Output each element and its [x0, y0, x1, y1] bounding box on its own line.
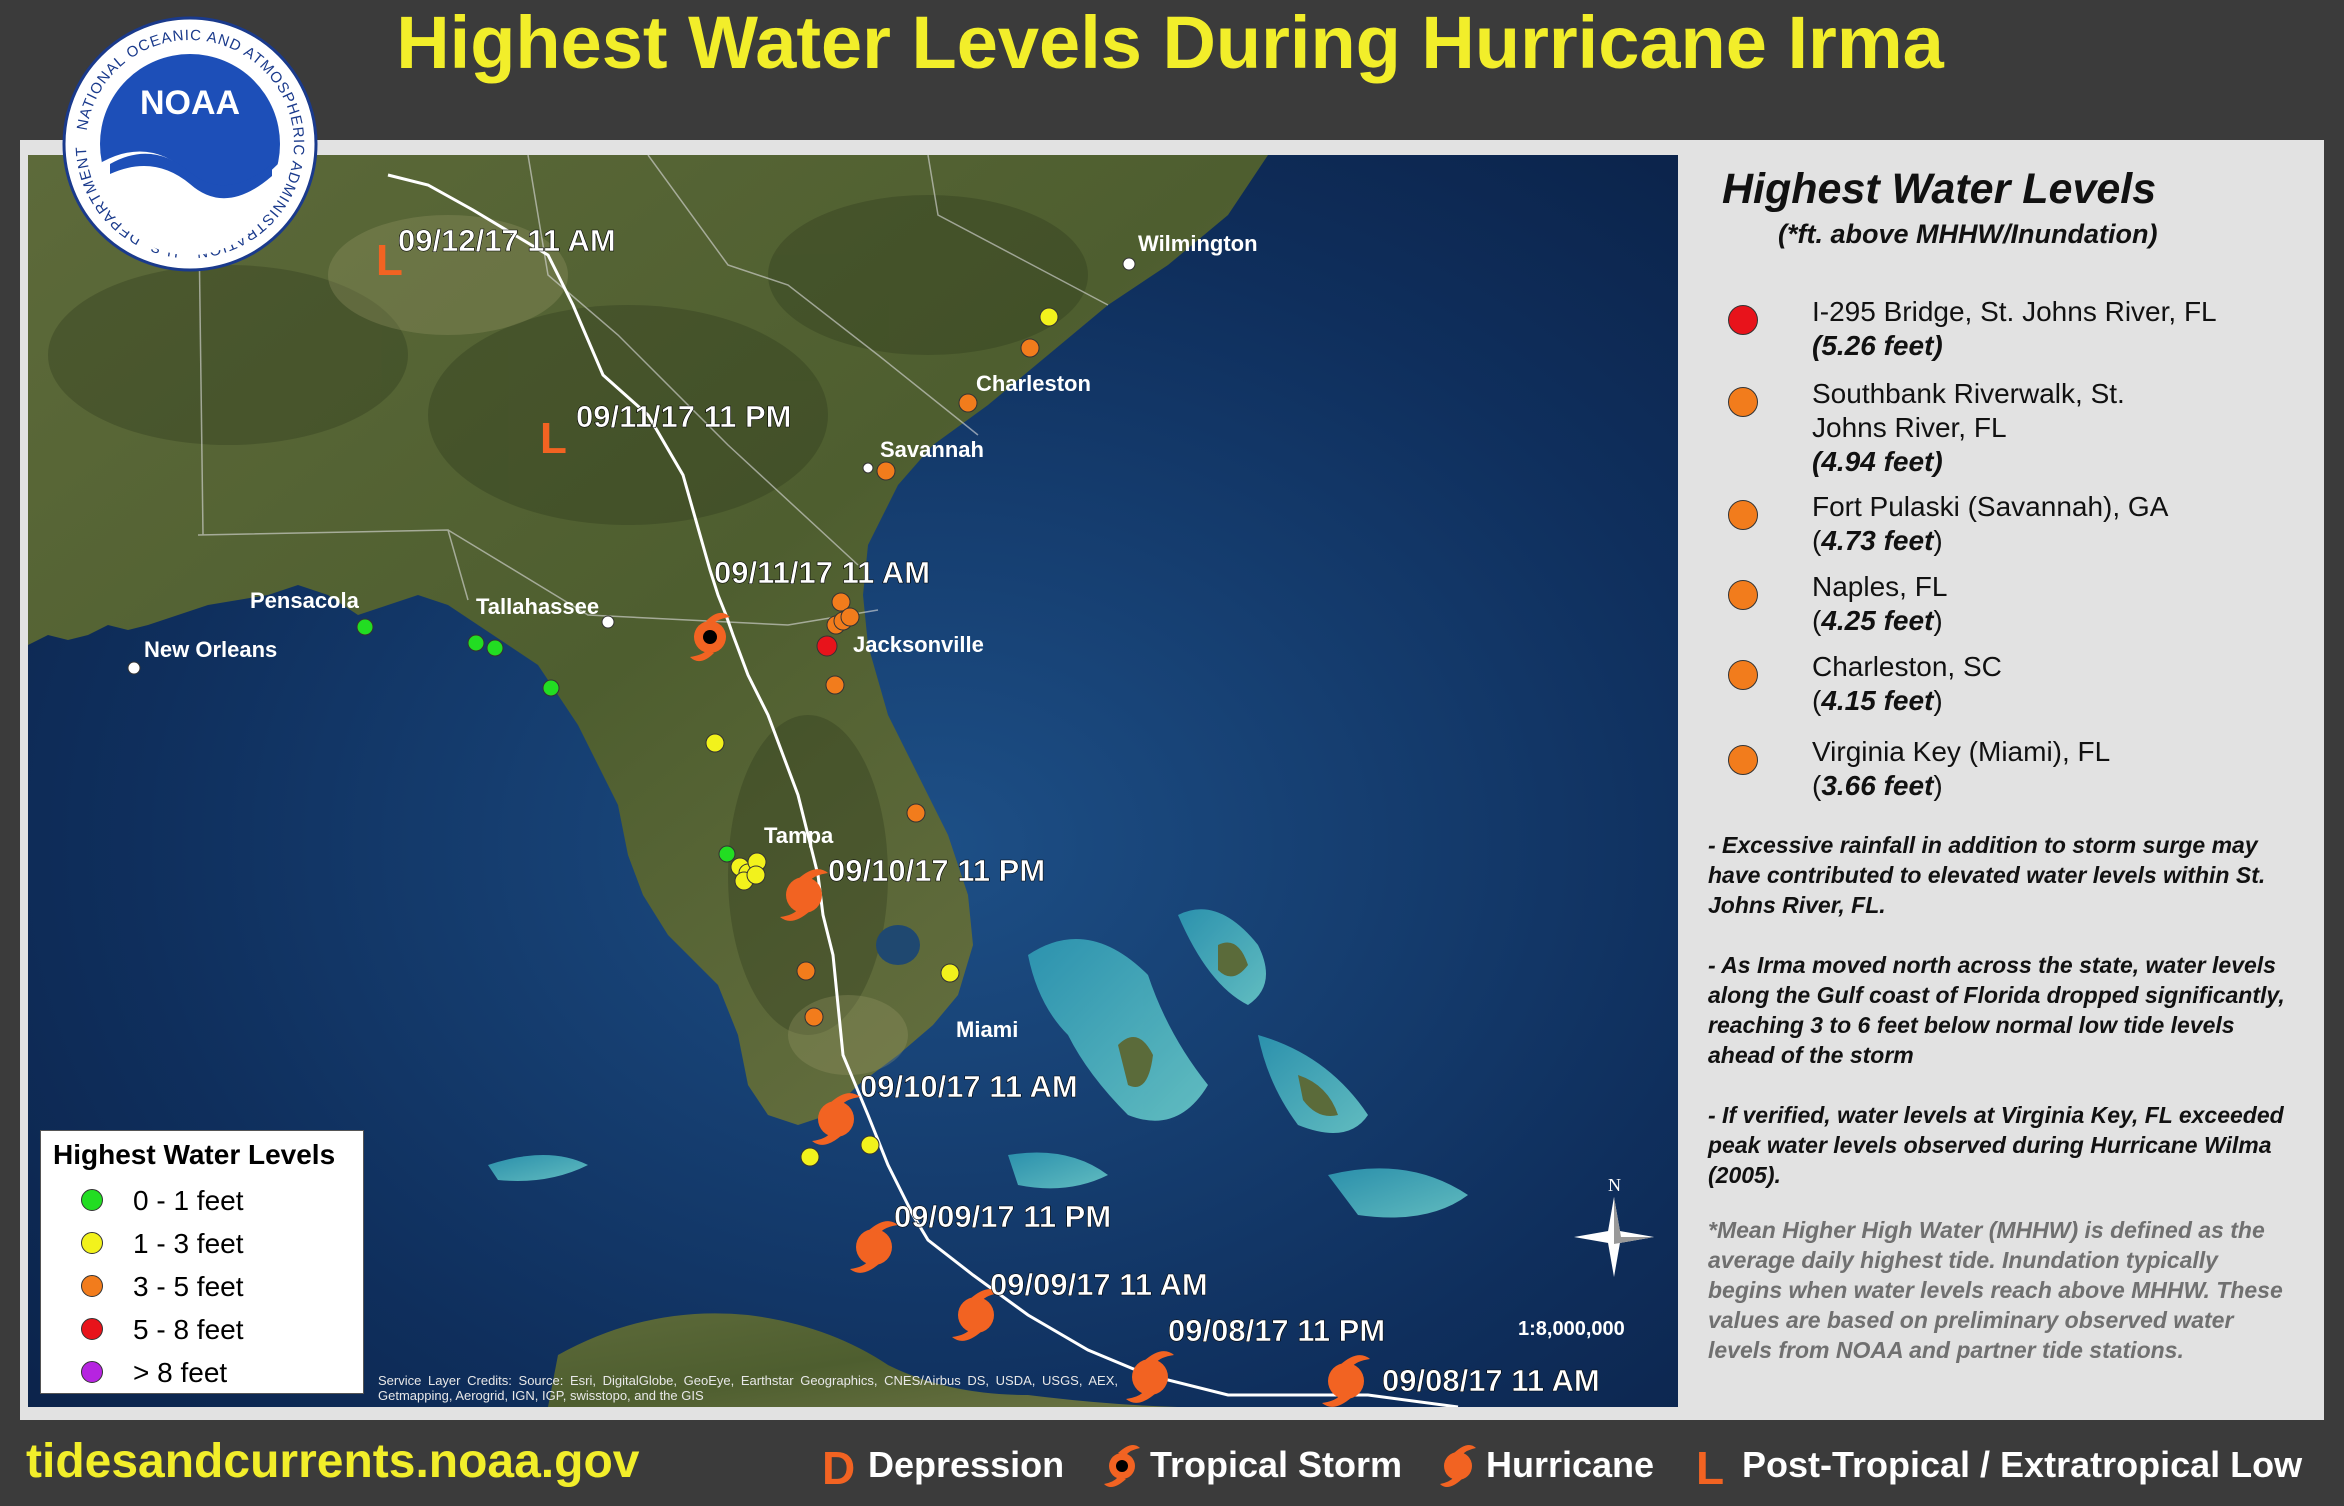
track-label: 09/09/17 11 PM [894, 1199, 1111, 1234]
station-dot [542, 679, 560, 697]
noaa-logo: NATIONAL OCEANIC AND ATMOSPHERIC ADMINIS… [60, 14, 318, 272]
storm-track [387, 173, 1459, 1407]
sidebar-subtitle: (*ft. above MHHW/Inundation) [1778, 219, 2158, 249]
city-label-charleston: Charleston [976, 371, 1091, 396]
sidebar-panel: Highest Water Levels (*ft. above MHHW/In… [1698, 155, 2314, 1407]
footer-url-link[interactable]: tidesandcurrents.noaa.gov [26, 1435, 640, 1488]
station-dot [958, 393, 978, 413]
station-dots [356, 307, 1059, 1167]
legend-swatch [81, 1189, 103, 1211]
city-label-tampa: Tampa [764, 823, 834, 848]
station-dot [906, 803, 926, 823]
legend-title: Highest Water Levels [53, 1139, 336, 1170]
station-dot [705, 733, 725, 753]
hurricane-markers [780, 869, 1370, 1407]
station-dot [804, 1007, 824, 1027]
station-dot [831, 592, 851, 612]
svg-text:D: D [822, 1442, 855, 1494]
depression-icon: D [822, 1442, 855, 1494]
hurricane-icon [812, 1093, 860, 1145]
station-dot [486, 639, 504, 657]
post-tropical-low-icon: L [540, 414, 567, 463]
note-virginia-key: - If verified, water levels at Virginia … [1708, 1102, 2284, 1188]
track-label: 09/12/17 11 AM [398, 223, 616, 258]
station-dot [800, 1147, 820, 1167]
map-legend: Highest Water Levels 0 - 1 feet 1 - 3 fe… [40, 1130, 364, 1394]
noaa-wordmark: NOAA [140, 84, 240, 122]
hurricane-icon [952, 1289, 1000, 1341]
svg-text:N: N [1608, 1175, 1621, 1195]
station-dot [860, 1135, 880, 1155]
lake-okeechobee [876, 925, 920, 965]
track-label: 09/10/17 11 PM [828, 853, 1045, 888]
map-credits: Service Layer Credits: Source: Esri, Dig… [378, 1373, 1118, 1403]
tropical-storm-marker [690, 612, 730, 662]
legend-swatch [81, 1275, 103, 1297]
city-label-tallahassee: Tallahassee [476, 594, 599, 619]
cuba-land [548, 1313, 1178, 1407]
station-dot [796, 961, 816, 981]
station-dot [940, 963, 960, 983]
post-tropical-low-icon: L [376, 236, 403, 285]
track-label: 09/11/17 11 AM [714, 555, 930, 590]
city-label-new-orleans: New Orleans [144, 637, 277, 662]
station-dot [825, 675, 845, 695]
southeast-us-land [28, 155, 1268, 1125]
city-label-miami: Miami [956, 1017, 1018, 1042]
track-label: 09/09/17 11 AM [990, 1267, 1208, 1302]
station-dot [356, 618, 374, 636]
station-dot [816, 635, 838, 657]
legend-swatch [81, 1361, 103, 1383]
track-label: 09/10/17 11 AM [860, 1069, 1078, 1104]
legend-swatch [81, 1318, 103, 1340]
note-gulf-coast: - As Irma moved north across the state, … [1708, 952, 2285, 1068]
hurricane-icon [1322, 1355, 1370, 1407]
station-dot [840, 607, 860, 627]
svg-text:L: L [1696, 1442, 1724, 1494]
bahamas-islands [1118, 942, 1338, 1116]
map-scale: 1:8,000,000 [1518, 1318, 1625, 1340]
hurricane-icon [780, 869, 828, 921]
station-level-dot [1728, 500, 1758, 530]
track-label: 09/08/17 11 AM [1382, 1363, 1600, 1398]
city-markers [127, 257, 1136, 675]
hurricane-icon [1126, 1351, 1174, 1403]
track-label: 09/08/17 11 PM [1168, 1313, 1385, 1348]
station-level-dot [1728, 387, 1758, 417]
note-rainfall: - Excessive rainfall in addition to stor… [1708, 832, 2266, 918]
city-label-pensacola: Pensacola [250, 588, 360, 613]
station-dot [718, 845, 736, 863]
track-labels: 09/12/17 11 AM 09/11/17 11 PM 09/11/17 1… [398, 223, 1600, 1399]
station-level-dot [1728, 745, 1758, 775]
track-label: 09/11/17 11 PM [576, 399, 791, 434]
hurricane-icon [850, 1221, 898, 1273]
tropical-storm-icon [1104, 1444, 1140, 1488]
map-canvas[interactable]: L L [28, 155, 1678, 1407]
city-label-jacksonville: Jacksonville [853, 632, 984, 657]
station-dot [1020, 338, 1040, 358]
page-title: Highest Water Levels During Hurricane Ir… [396, 1, 1944, 84]
hurricane-icon [1440, 1444, 1476, 1488]
station-dot [1039, 307, 1059, 327]
city-label-savannah: Savannah [880, 437, 984, 462]
legend-swatch [81, 1232, 103, 1254]
station-dot [876, 461, 896, 481]
note-mhhw-definition: *Mean Higher High Water (MHHW) is define… [1708, 1217, 2283, 1363]
station-level-dot [1728, 660, 1758, 690]
city-labels: Wilmington Charleston Savannah Jacksonvi… [144, 231, 1258, 1042]
sidebar-title: Highest Water Levels [1722, 165, 2157, 213]
station-level-dot [1728, 305, 1758, 335]
post-tropical-low-icon: L [1696, 1442, 1724, 1494]
north-arrow-icon: N [1574, 1175, 1654, 1277]
station-level-dot [1728, 580, 1758, 610]
map-panel[interactable]: L L [28, 155, 1678, 1407]
station-dot [746, 865, 766, 885]
station-dot [467, 634, 485, 652]
city-label-wilmington: Wilmington [1138, 231, 1258, 256]
